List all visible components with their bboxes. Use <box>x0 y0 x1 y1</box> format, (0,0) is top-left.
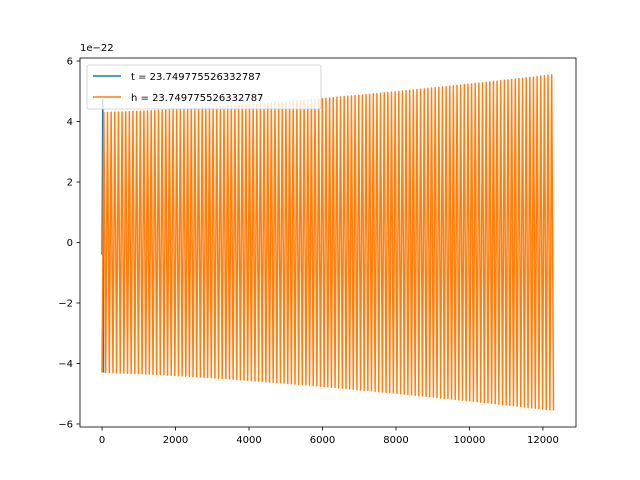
y-tick-label: 0 <box>67 238 73 249</box>
x-tick-label: 8000 <box>383 435 408 446</box>
x-tick-label: 12000 <box>527 435 559 446</box>
legend: t = 23.749775526332787 h = 23.7497755263… <box>86 64 322 110</box>
y-tick-label: −2 <box>58 298 73 309</box>
y-tick-label: −6 <box>58 419 73 430</box>
y-offset-label: 1e−22 <box>80 43 114 54</box>
x-axis: 0 2000 4000 6000 8000 10000 12000 <box>99 427 559 446</box>
series-line-h <box>101 74 555 411</box>
x-tick-label: 0 <box>99 435 105 446</box>
legend-box <box>86 64 322 110</box>
x-tick-label: 10000 <box>454 435 486 446</box>
legend-label-h: h = 23.749775526332787 <box>131 93 263 104</box>
y-tick-label: 6 <box>67 57 73 68</box>
y-tick-label: −4 <box>58 359 73 370</box>
x-tick-label: 6000 <box>310 435 335 446</box>
y-axis: −6 −4 −2 0 2 4 6 <box>58 57 80 430</box>
y-tick-label: 2 <box>67 178 73 189</box>
y-tick-label: 4 <box>67 117 73 128</box>
legend-label-t: t = 23.749775526332787 <box>131 72 261 83</box>
x-tick-label: 2000 <box>163 435 188 446</box>
plot-lines <box>101 74 555 411</box>
x-tick-label: 4000 <box>236 435 261 446</box>
